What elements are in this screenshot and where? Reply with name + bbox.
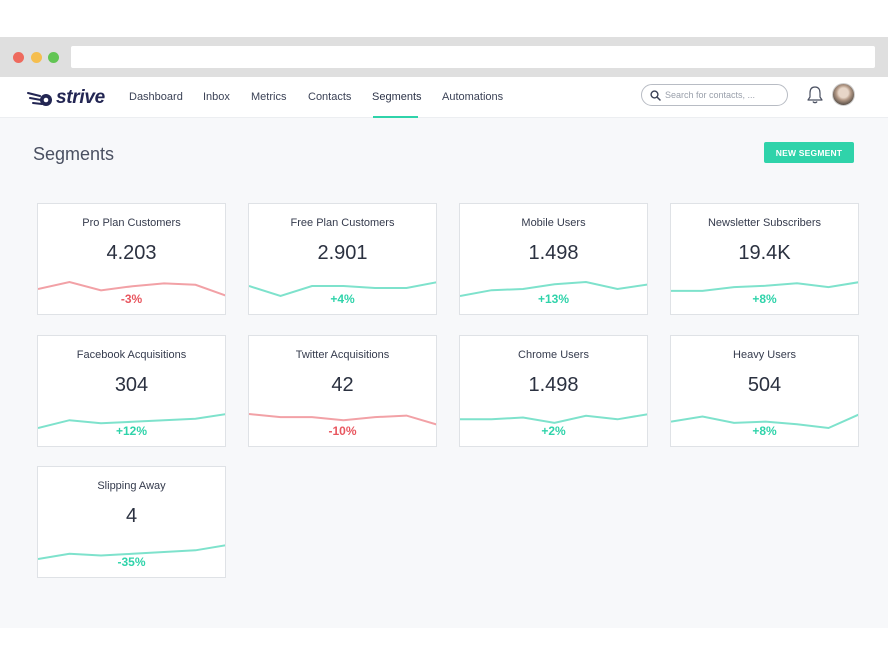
strive-logo[interactable]: strive: [27, 87, 105, 109]
nav-dashboard[interactable]: Dashboard: [129, 91, 183, 103]
segment-count: 4: [125, 505, 138, 527]
segment-count: 1.498: [528, 374, 579, 396]
browser-chrome: [0, 37, 888, 77]
segment-change: +8%: [752, 424, 777, 438]
search-input[interactable]: [665, 87, 783, 103]
nav-metrics[interactable]: Metrics: [251, 91, 287, 103]
notification-bell-icon[interactable]: [806, 85, 824, 105]
segment-name: Free Plan Customers: [290, 217, 395, 229]
segment-change: +2%: [541, 424, 566, 438]
segment-sparkline: [460, 413, 647, 424]
sparkline-path: [249, 413, 436, 426]
segment-count: 504: [747, 374, 782, 396]
maximize-window-button[interactable]: [48, 52, 59, 63]
segment-name: Newsletter Subscribers: [707, 217, 822, 229]
segment-sparkline: [249, 281, 436, 298]
segment-sparkline: [38, 413, 225, 429]
segment-card[interactable]: Slipping Away 4 -35%: [37, 466, 226, 578]
nav-automations[interactable]: Automations: [442, 91, 504, 103]
sparkline-path: [38, 544, 225, 560]
segment-name: Facebook Acquisitions: [76, 349, 187, 361]
segment-count: 1.498: [528, 242, 579, 264]
segment-card[interactable]: Newsletter Subscribers 19.4K +8%: [670, 203, 859, 315]
page-title: Segments: [33, 144, 115, 164]
segment-card[interactable]: Chrome Users 1.498 +2%: [459, 335, 648, 447]
segment-sparkline: [460, 280, 647, 297]
segment-change: -3%: [120, 292, 143, 306]
search-box[interactable]: [641, 84, 788, 106]
segment-count: 42: [331, 374, 354, 396]
segment-sparkline: [249, 413, 436, 426]
segment-sparkline: [38, 280, 225, 297]
browser-window: strive Dashboard Inbox Metrics Contacts …: [0, 37, 888, 628]
minimize-window-button[interactable]: [31, 52, 42, 63]
nav-segments[interactable]: Segments: [372, 91, 422, 103]
segment-count: 4.203: [106, 242, 157, 264]
segment-name: Chrome Users: [518, 349, 589, 361]
segment-name: Twitter Acquisitions: [295, 349, 390, 361]
close-window-button[interactable]: [13, 52, 24, 63]
top-nav: strive Dashboard Inbox Metrics Contacts …: [0, 77, 888, 118]
sparkline-path: [249, 281, 436, 298]
search-icon: [650, 90, 661, 101]
segment-card[interactable]: Pro Plan Customers 4.203 -3%: [37, 203, 226, 315]
segment-card[interactable]: Facebook Acquisitions 304 +12%: [37, 335, 226, 447]
sparkline-path: [671, 413, 858, 430]
sparkline-path: [671, 281, 858, 292]
rocket-logo-icon: [27, 92, 52, 106]
segment-count: 19.4K: [738, 242, 791, 264]
segment-count: 2.901: [317, 242, 368, 264]
segment-name: Mobile Users: [521, 217, 586, 229]
sparkline-path: [38, 280, 225, 297]
logo-text: strive: [56, 87, 105, 108]
segment-name: Heavy Users: [733, 349, 796, 361]
segment-change: +12%: [115, 424, 148, 438]
user-avatar[interactable]: [832, 83, 855, 106]
segment-sparkline: [671, 413, 858, 430]
segment-name: Slipping Away: [97, 480, 166, 492]
nav-contacts[interactable]: Contacts: [308, 91, 352, 103]
segment-card[interactable]: Mobile Users 1.498 +13%: [459, 203, 648, 315]
segment-change: -35%: [117, 555, 146, 569]
segment-name: Pro Plan Customers: [82, 217, 181, 229]
segment-count: 304: [114, 374, 149, 396]
segment-card[interactable]: Free Plan Customers 2.901 +4%: [248, 203, 437, 315]
segment-change: +13%: [537, 292, 570, 306]
sparkline-path: [460, 413, 647, 424]
segment-change: +4%: [330, 292, 355, 306]
segment-sparkline: [671, 281, 858, 292]
segment-card[interactable]: Heavy Users 504 +8%: [670, 335, 859, 447]
new-segment-button[interactable]: NEW SEGMENT: [764, 142, 854, 163]
sparkline-path: [38, 413, 225, 429]
nav-inbox[interactable]: Inbox: [203, 91, 230, 103]
address-bar[interactable]: [71, 46, 875, 68]
segment-change: -10%: [328, 424, 357, 438]
sparkline-path: [460, 280, 647, 297]
active-tab-indicator: [373, 116, 418, 118]
segment-sparkline: [38, 544, 225, 560]
segment-change: +8%: [752, 292, 777, 306]
segment-card[interactable]: Twitter Acquisitions 42 -10%: [248, 335, 437, 447]
